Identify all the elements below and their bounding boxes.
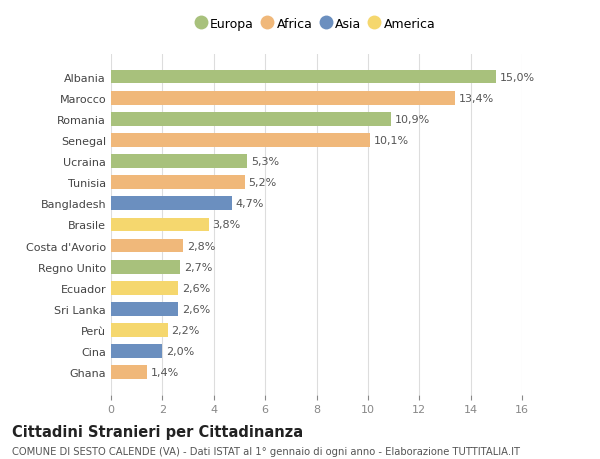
Text: 2,2%: 2,2%	[172, 325, 200, 335]
Text: 5,2%: 5,2%	[248, 178, 277, 188]
Text: 2,6%: 2,6%	[182, 283, 210, 293]
Bar	[111, 345, 163, 358]
Bar	[111, 366, 147, 379]
Text: 15,0%: 15,0%	[500, 73, 535, 82]
Text: 2,8%: 2,8%	[187, 241, 215, 251]
Text: 2,0%: 2,0%	[166, 347, 194, 356]
Text: COMUNE DI SESTO CALENDE (VA) - Dati ISTAT al 1° gennaio di ogni anno - Elaborazi: COMUNE DI SESTO CALENDE (VA) - Dati ISTA…	[12, 446, 520, 456]
Bar	[111, 239, 183, 253]
Bar	[111, 218, 209, 232]
Bar	[111, 71, 496, 84]
Bar	[111, 281, 178, 295]
Text: 10,1%: 10,1%	[374, 135, 409, 146]
Legend: Europa, Africa, Asia, America: Europa, Africa, Asia, America	[194, 14, 439, 34]
Text: 5,3%: 5,3%	[251, 157, 279, 167]
Bar	[111, 324, 167, 337]
Text: 13,4%: 13,4%	[459, 94, 494, 103]
Bar	[111, 155, 247, 168]
Text: 2,7%: 2,7%	[184, 262, 212, 272]
Bar	[111, 260, 181, 274]
Bar	[111, 134, 370, 147]
Text: 2,6%: 2,6%	[182, 304, 210, 314]
Text: 4,7%: 4,7%	[236, 199, 264, 209]
Bar	[111, 197, 232, 211]
Text: 3,8%: 3,8%	[212, 220, 241, 230]
Text: 1,4%: 1,4%	[151, 368, 179, 377]
Text: 10,9%: 10,9%	[395, 115, 430, 124]
Bar	[111, 92, 455, 105]
Bar	[111, 112, 391, 126]
Text: Cittadini Stranieri per Cittadinanza: Cittadini Stranieri per Cittadinanza	[12, 425, 303, 440]
Bar	[111, 176, 245, 190]
Bar	[111, 302, 178, 316]
